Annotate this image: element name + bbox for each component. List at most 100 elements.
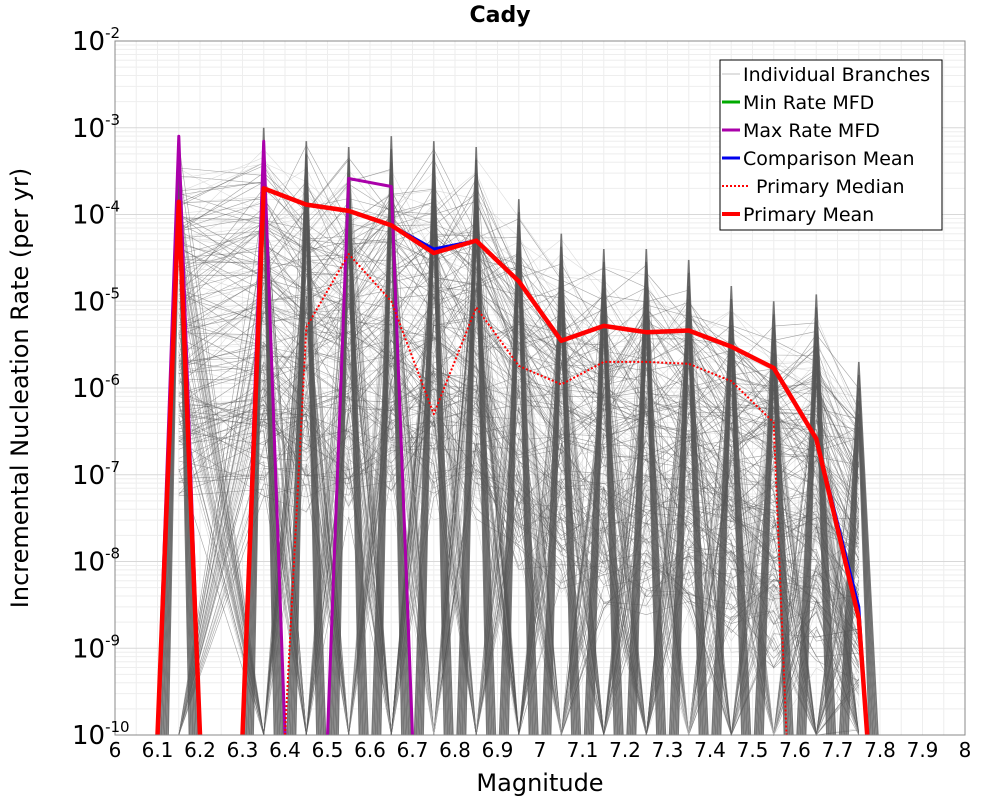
branch-line	[178, 408, 860, 736]
branch-spike	[507, 264, 531, 736]
branch-line	[178, 247, 860, 736]
branch-spike	[373, 149, 410, 736]
branch-line	[178, 181, 860, 736]
branch-spike	[755, 314, 792, 736]
series-lines	[155, 134, 870, 736]
branch-spike	[502, 225, 536, 736]
branch-spike	[634, 314, 658, 736]
branch-spike	[413, 141, 454, 736]
branch-line	[178, 197, 860, 736]
branch-line	[178, 338, 859, 736]
branch-line	[178, 339, 860, 736]
x-tick-label: 6.2	[184, 738, 216, 762]
branch-spike	[711, 285, 752, 736]
branch-spike	[332, 172, 366, 736]
y-axis-label: Incremental Nucleation Rate (per yr)	[6, 168, 34, 608]
branch-line	[178, 303, 859, 736]
branch-line	[178, 330, 860, 736]
branch-line	[178, 201, 860, 736]
branch-spike	[415, 154, 452, 736]
branch-line	[178, 404, 860, 736]
branch-line	[178, 262, 859, 736]
y-tick-label: 10-3	[72, 111, 120, 144]
branch-spike	[541, 233, 582, 736]
branch-line	[178, 339, 860, 736]
x-tick-label: 7.7	[822, 738, 854, 762]
branch-spike	[286, 141, 327, 736]
branch-line	[178, 325, 860, 736]
branch-spike	[546, 272, 577, 736]
branch-spike	[626, 248, 667, 736]
branch-line	[178, 327, 860, 736]
branch-line	[178, 200, 860, 736]
x-tick-label: 6.5	[312, 738, 344, 762]
branch-spike	[588, 288, 619, 736]
branch-spike	[544, 259, 578, 736]
y-tick-label: 10-8	[72, 545, 120, 578]
branch-spike	[417, 167, 451, 736]
branch-line	[178, 198, 860, 736]
x-tick-label: 6.3	[227, 738, 259, 762]
branch-line	[178, 216, 860, 736]
x-tick-label: 7.6	[779, 738, 811, 762]
branch-line	[178, 199, 860, 736]
branch-line	[178, 365, 859, 736]
x-axis-label: Magnitude	[476, 769, 603, 797]
branch-spike	[291, 180, 322, 736]
branch-spike	[719, 350, 743, 736]
branch-spike	[753, 301, 794, 736]
branch-spike	[673, 298, 704, 736]
branch-spike	[842, 387, 876, 736]
branch-spike	[583, 248, 624, 736]
x-tick-label: 7.3	[652, 738, 684, 762]
branch-line	[178, 397, 860, 736]
y-tick-label: 10-6	[72, 371, 120, 404]
branch-line	[178, 400, 859, 658]
x-tick-label: 6.7	[397, 738, 429, 762]
branch-line	[178, 293, 860, 736]
branch-line	[178, 284, 859, 736]
x-tick-label: 7.2	[609, 738, 641, 762]
x-tick-label: 7.8	[864, 738, 896, 762]
x-tick-label: 6.1	[142, 738, 174, 762]
plot-border	[114, 40, 966, 736]
x-axis-ticks: 6 6.1 6.2 6.3 6.4 6.5 6.6 6.7 6.8 6.9 7 7.1 7.2 7.3 7.…	[109, 738, 972, 762]
branch-line	[178, 266, 859, 491]
x-tick-label: 7.5	[737, 738, 769, 762]
chart-title: Cady	[469, 3, 530, 28]
branch-line	[178, 316, 860, 736]
branch-spike	[799, 320, 833, 736]
branch-spike	[796, 294, 837, 736]
branch-spike	[801, 333, 832, 736]
branch-spike	[461, 185, 492, 736]
branch-line	[178, 215, 859, 736]
branch-spike	[798, 307, 835, 736]
branch-line	[178, 436, 860, 736]
x-tick-label: 7.4	[694, 738, 726, 762]
y-tick-label: 10-4	[72, 198, 120, 231]
branch-spike	[668, 259, 709, 736]
branch-spike	[718, 337, 745, 736]
branch-line	[178, 414, 860, 736]
legend-label-max-rate-mfd: Max Rate MFD	[743, 120, 880, 142]
branch-spike	[847, 426, 871, 736]
branch-spike	[845, 413, 872, 736]
branch-spike	[840, 374, 877, 736]
branch-spike	[374, 162, 408, 736]
x-tick-label: 6	[109, 738, 122, 762]
branch-line	[178, 331, 860, 736]
branch-spike	[713, 298, 750, 736]
branch-line	[178, 419, 860, 736]
branch-line	[178, 296, 860, 736]
x-tick-label: 6.4	[269, 738, 301, 762]
branch-spike	[714, 311, 748, 736]
branch-line	[178, 168, 859, 736]
branch-spike	[633, 301, 660, 736]
branch-line	[178, 223, 860, 736]
branch-line	[178, 222, 860, 736]
branch-line	[178, 236, 860, 736]
y-tick-label: 10-2	[72, 24, 120, 57]
branch-spike	[549, 298, 573, 736]
legend: Individual Branches Min Rate MFD Max Rat…	[719, 59, 943, 231]
branch-line	[178, 168, 860, 417]
